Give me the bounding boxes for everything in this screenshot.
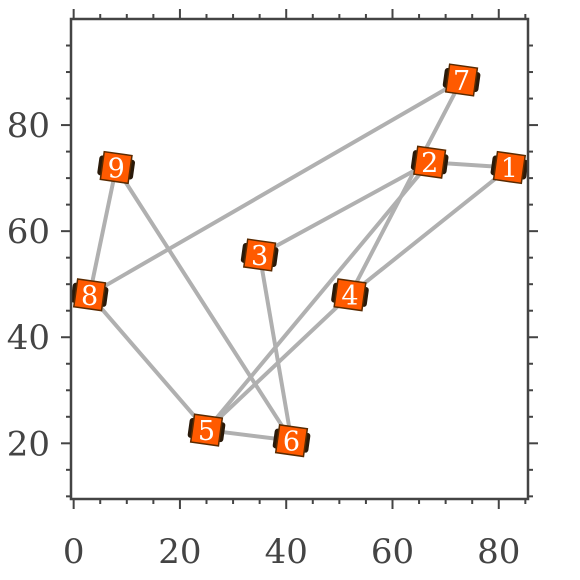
edge-1-4 (347, 165, 512, 297)
edge-6-9 (114, 165, 294, 443)
edge-3-6 (257, 253, 294, 443)
node-marker (444, 63, 479, 97)
node-marker (99, 150, 133, 185)
x-tick-label: 40 (265, 532, 308, 572)
node-label: 6 (283, 427, 300, 458)
node-label: 4 (341, 281, 358, 312)
plot-frame (69, 17, 530, 501)
edge-7-8 (87, 77, 464, 297)
node-marker (242, 238, 277, 272)
y-tick-label: 40 (7, 318, 50, 358)
edges-layer (87, 77, 512, 443)
node-6: 6 (272, 423, 311, 458)
node-9: 9 (97, 150, 135, 185)
y-tick-label: 80 (7, 106, 50, 146)
node-marker (492, 150, 527, 185)
x-tick-label: 80 (477, 532, 520, 572)
node-label: 2 (421, 148, 438, 179)
edge-4-5 (204, 292, 352, 433)
x-tick-label: 60 (371, 532, 414, 572)
node-label: 5 (198, 416, 215, 447)
node-5: 5 (187, 413, 226, 447)
node-marker (413, 145, 447, 179)
node-marker (274, 423, 309, 458)
node-label: 7 (453, 66, 470, 97)
x-tick-label: 0 (63, 532, 85, 572)
node-label: 8 (81, 281, 98, 312)
node-3: 3 (240, 238, 279, 272)
y-tick-label: 60 (7, 212, 50, 252)
edge-2-3 (257, 160, 432, 258)
node-marker (189, 413, 224, 447)
node-label: 1 (501, 154, 518, 185)
node-7: 7 (442, 63, 481, 97)
node-marker (72, 278, 107, 312)
edge-5-8 (87, 292, 209, 433)
nodes-layer: 1 2 3 4 5 6 7 8 9 (70, 63, 529, 458)
edge-2-5 (204, 160, 432, 433)
node-marker (333, 278, 367, 312)
node-label: 9 (108, 154, 125, 185)
edge-8-9 (87, 165, 119, 297)
node-4: 4 (331, 278, 369, 312)
y-tick-label: 20 (7, 424, 50, 464)
x-tick-label: 20 (158, 532, 201, 572)
node-2: 2 (410, 145, 449, 179)
edge-4-7 (347, 77, 464, 297)
tick-labels-layer: 0 20 40 60 80 20 40 60 80 (7, 106, 521, 572)
node-8: 8 (70, 278, 109, 312)
node-1: 1 (490, 150, 529, 185)
node-label: 3 (251, 241, 268, 272)
